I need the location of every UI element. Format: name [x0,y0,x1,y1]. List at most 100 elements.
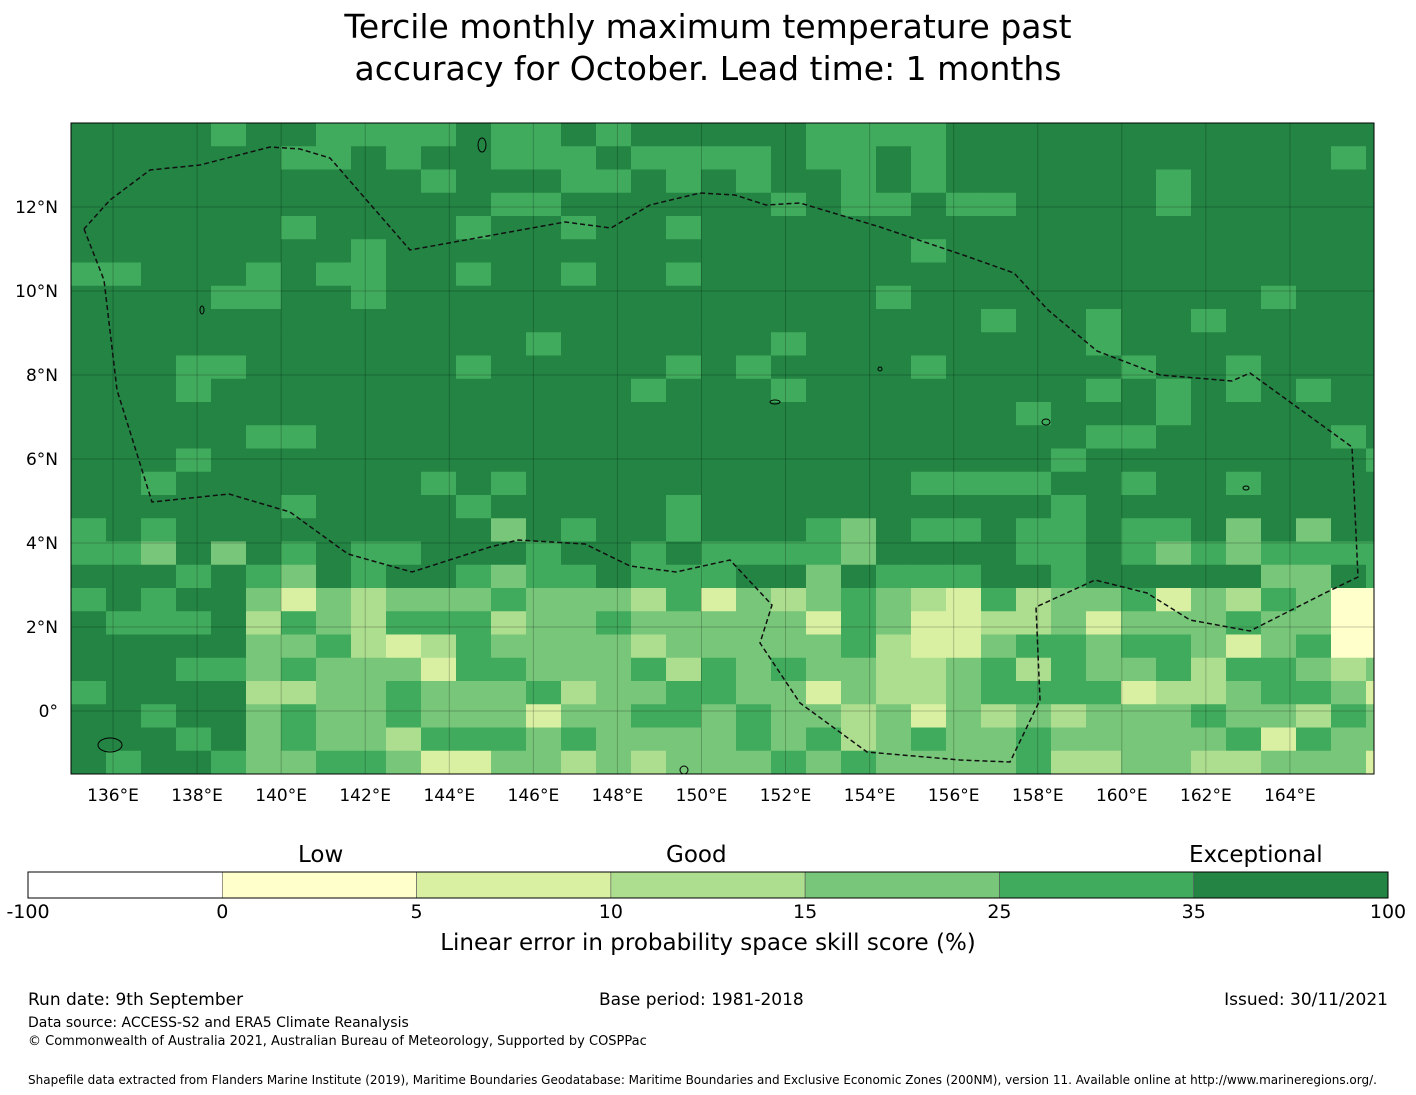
skill-cell [456,471,492,496]
skill-cell [771,262,807,287]
skill-cell [841,146,877,170]
skill-cell [1191,216,1227,240]
skill-cell [456,681,492,705]
skill-cell [1331,471,1367,496]
skill-cell [561,634,597,659]
skill-cell [1296,146,1332,170]
skill-cell [1366,541,1375,566]
skill-cell [841,750,877,775]
skill-cell [1331,402,1367,426]
skill-cell [246,657,282,682]
skill-cell [71,750,107,775]
skill-cell [106,332,142,356]
skill-cell [561,146,597,170]
skill-cell [386,518,422,542]
skill-cell [736,611,772,635]
skill-cell [141,448,177,473]
skill-cell [806,518,842,542]
skill-cell [526,309,562,333]
skill-cell [1296,564,1332,589]
skill-cell [246,355,282,380]
skill-cell [491,332,527,356]
skill-cell [771,634,807,659]
skill-cell [666,355,702,380]
x-tick-label: 152°E [760,786,812,806]
skill-cell [631,518,667,542]
skill-cell [1226,123,1262,147]
skill-cell [1226,448,1262,473]
skill-cell [946,750,982,775]
skill-cell [1226,216,1262,240]
skill-cell [1191,285,1227,310]
skill-cell [841,588,877,612]
skill-cell [911,564,947,589]
skill-cell [666,146,702,170]
skill-cell [1366,518,1375,542]
skill-cell [421,564,457,589]
skill-cell [1226,192,1262,217]
skill-cell [456,402,492,426]
skill-cell [841,727,877,752]
skill-cell [176,518,212,542]
skill-cell [71,564,107,589]
skill-cell [526,727,562,752]
skill-cell [1016,378,1052,403]
skill-cell [246,518,282,542]
skill-cell [1261,146,1297,170]
skill-cell [421,123,457,147]
skill-cell [841,169,877,194]
skill-cell [106,146,142,170]
y-tick-label: 2°N [26,618,58,638]
skill-cell [1226,285,1262,310]
skill-cell [316,634,352,659]
skill-cell [1331,495,1367,519]
skill-cell [1086,355,1122,380]
skill-cell [876,123,912,147]
skill-cell [1296,471,1332,496]
x-tick-label: 162°E [1180,786,1232,806]
skill-cell [666,471,702,496]
skill-cell [1191,448,1227,473]
skill-cell [1156,425,1192,449]
skill-cell [246,727,282,752]
skill-cell [1261,309,1297,333]
skill-cell [841,425,877,449]
skill-cell [806,750,842,775]
skill-cell [491,750,527,775]
skill-cell [1191,495,1227,519]
skill-cell [701,239,737,263]
skill-cell [1086,588,1122,612]
skill-cell [596,402,632,426]
skill-cell [281,239,317,263]
skill-cell [876,425,912,449]
skill-cell [1366,192,1375,217]
x-tick-label: 158°E [1012,786,1064,806]
skill-cell [526,192,562,217]
skill-cell [386,564,422,589]
skill-cell [1191,309,1227,333]
skill-cell [631,309,667,333]
skill-cell [106,402,142,426]
skill-cell [386,495,422,519]
skill-cell [1331,425,1367,449]
skill-cell [526,123,562,147]
skill-cell [1191,123,1227,147]
skill-cell [946,681,982,705]
skill-cell [1296,727,1332,752]
skill-cell [106,471,142,496]
skill-cell [281,123,317,147]
skill-cell [456,123,492,147]
skill-cell [421,518,457,542]
skill-cell [106,564,142,589]
skill-cell [1051,378,1087,403]
skill-cell [71,611,107,635]
skill-cell [421,471,457,496]
skill-cell [106,541,142,566]
island-outline [769,399,781,405]
skill-cell [701,216,737,240]
island-outline [199,305,205,315]
skill-cell [841,239,877,263]
skill-cell [911,727,947,752]
skill-cell [211,309,247,333]
run-date: Run date: 9th September [28,990,244,1010]
